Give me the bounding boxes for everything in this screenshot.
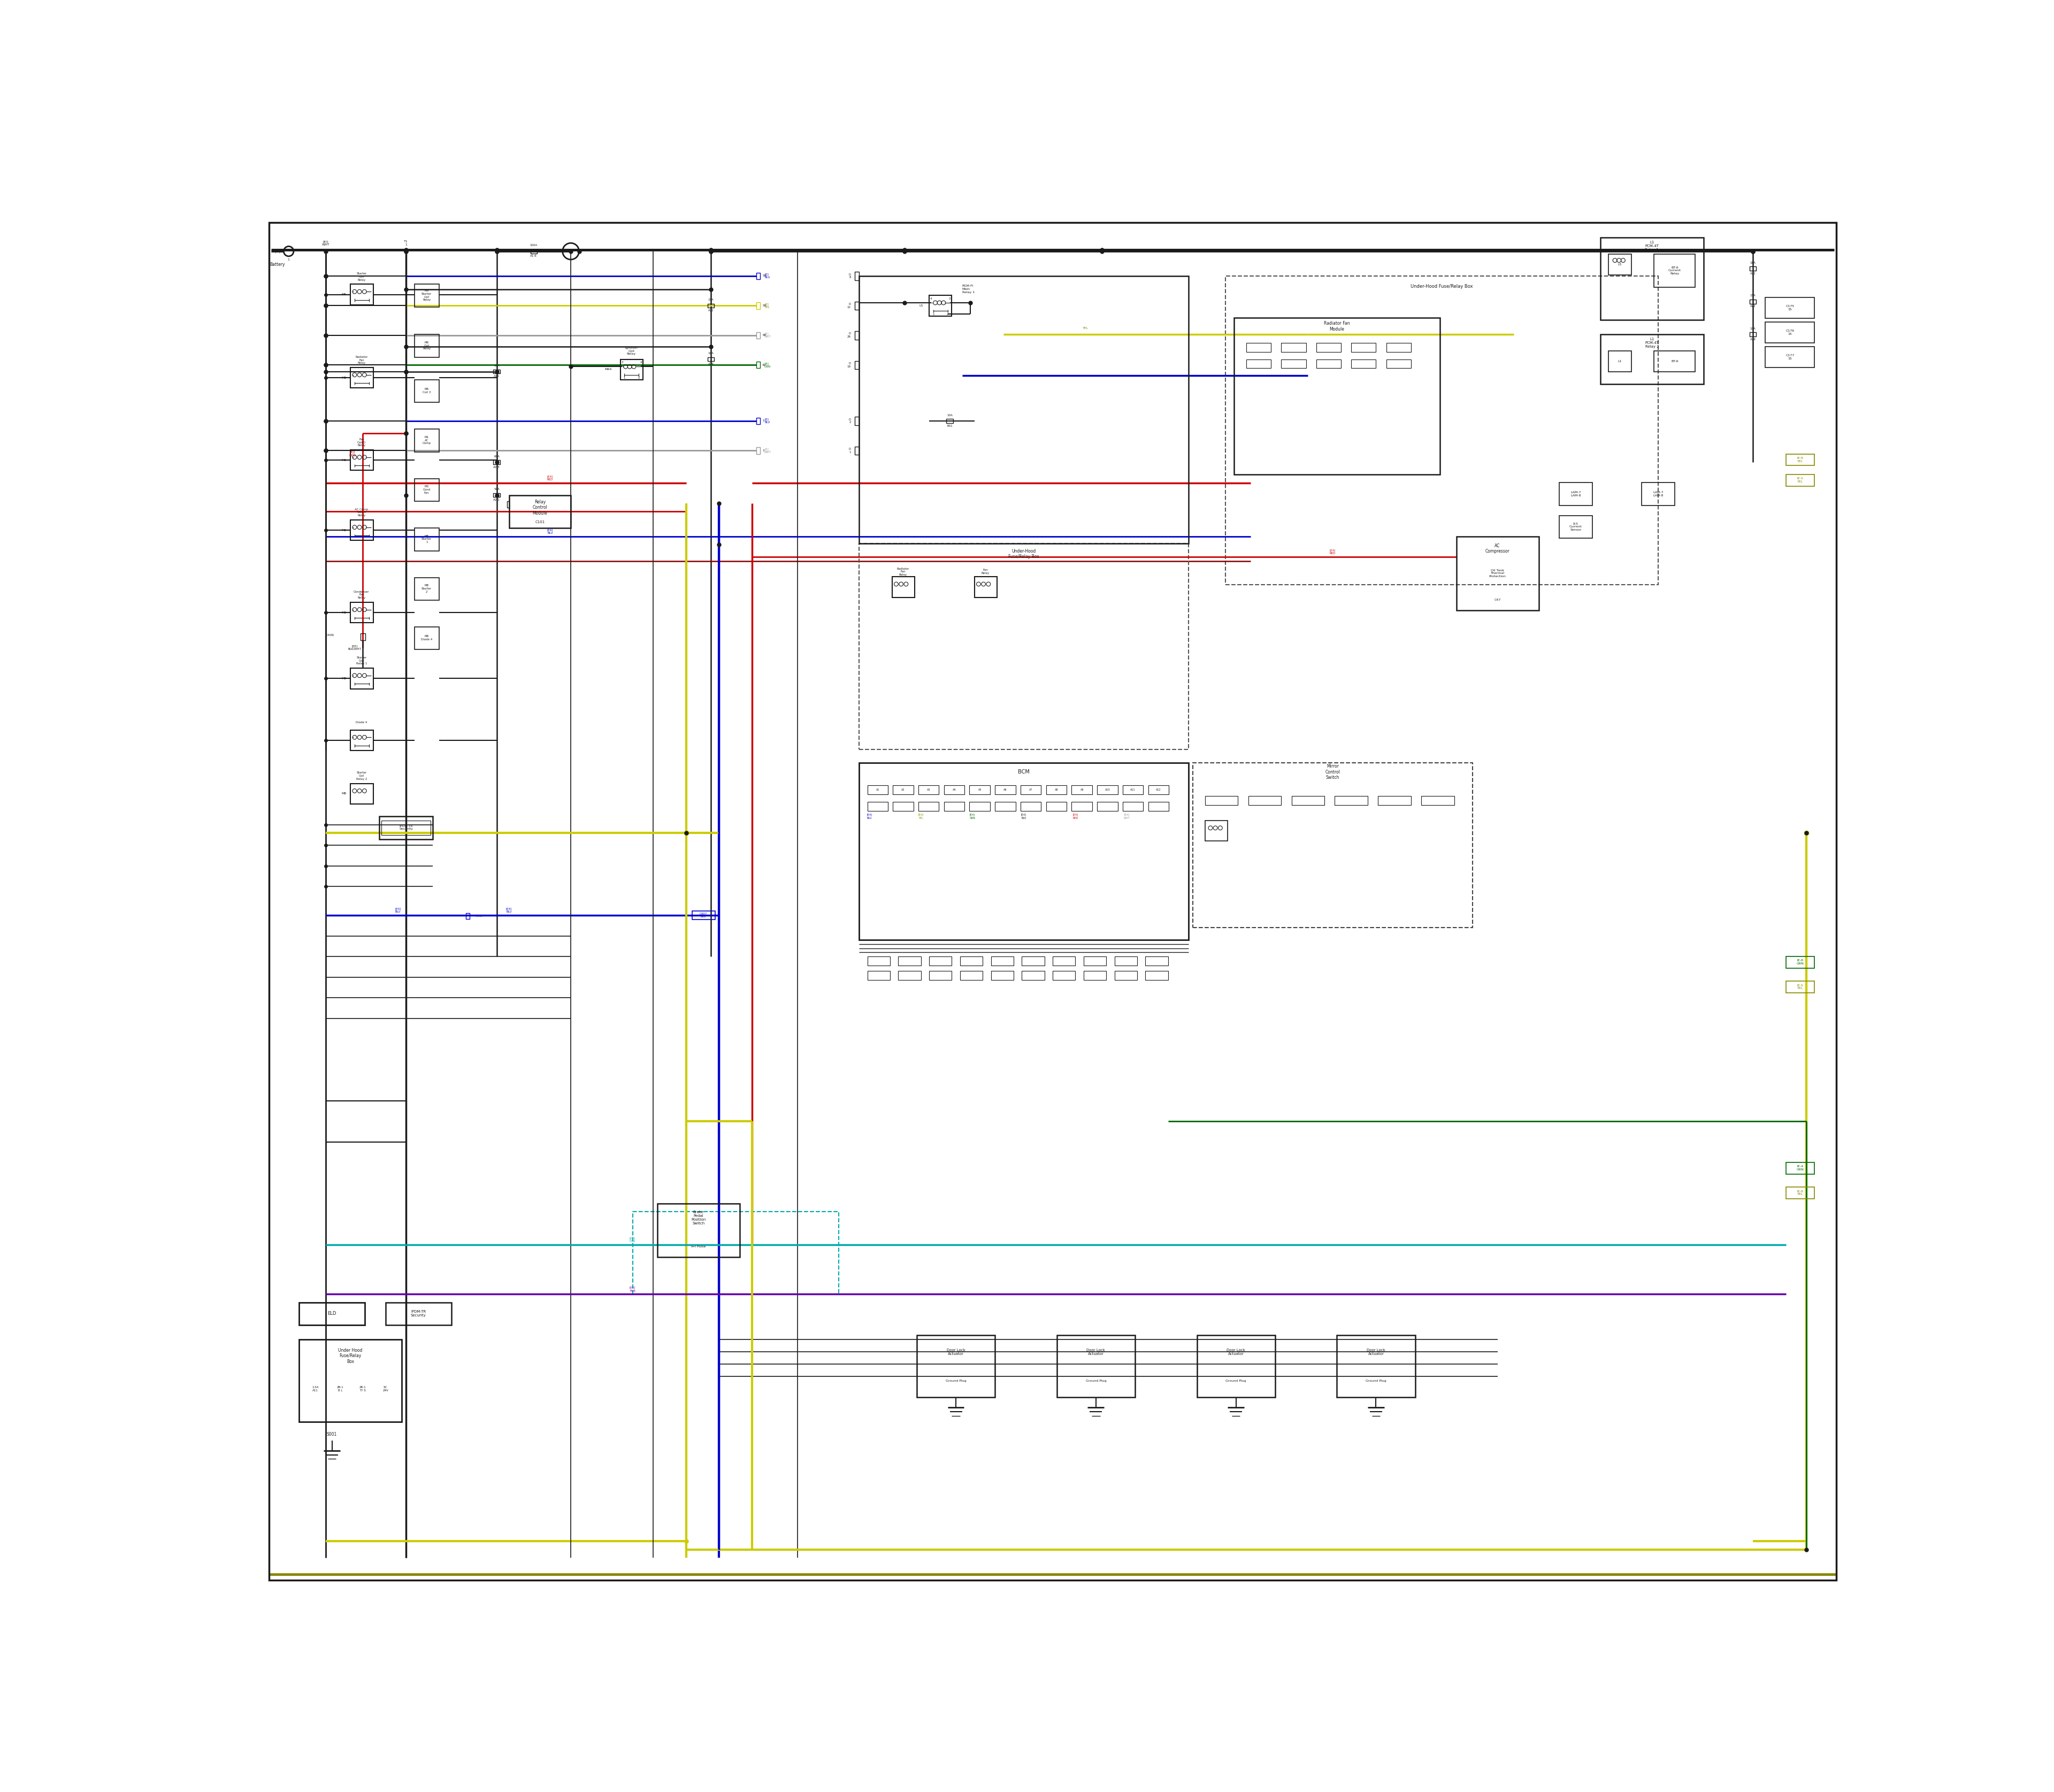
Text: Oil Tank
Thermal
Protection: Oil Tank Thermal Protection — [1489, 568, 1506, 577]
Bar — [1559, 482, 1592, 505]
Text: 15A: 15A — [1750, 294, 1756, 297]
Text: [E4]
BLU: [E4] BLU — [394, 907, 401, 914]
Bar — [1386, 342, 1411, 351]
Bar — [1352, 358, 1376, 369]
Bar — [1021, 971, 1043, 980]
Text: [E]
YEL: [E] YEL — [764, 303, 770, 308]
Text: Under-Hood Fuse/Relay Box: Under-Hood Fuse/Relay Box — [1411, 283, 1473, 289]
Text: Radiator Fan
Module: Radiator Fan Module — [1325, 321, 1349, 332]
Bar — [867, 971, 889, 980]
Text: A3: A3 — [926, 788, 930, 792]
Bar — [1124, 803, 1144, 812]
Bar — [854, 332, 859, 339]
Text: L1
PCM-4T
Relay 1: L1 PCM-4T Relay 1 — [1645, 240, 1660, 251]
Bar — [1764, 297, 1814, 317]
Text: B31: B31 — [947, 425, 953, 426]
Text: 8-5
Current
Sensor: 8-5 Current Sensor — [1569, 523, 1582, 530]
Bar — [415, 627, 440, 649]
Bar — [493, 461, 499, 464]
Bar — [891, 577, 914, 597]
Bar — [380, 817, 433, 839]
Bar — [1764, 348, 1814, 367]
Text: Ground Plug: Ground Plug — [945, 1380, 965, 1382]
Bar — [509, 495, 571, 529]
Bar — [859, 543, 1189, 749]
Bar — [1247, 358, 1271, 369]
Bar — [994, 803, 1015, 812]
Text: D
2: D 2 — [848, 418, 850, 425]
Bar — [1058, 1335, 1136, 1398]
Bar — [1282, 358, 1306, 369]
Text: A22: A22 — [709, 310, 713, 312]
Text: Door Lock
Actuator: Door Lock Actuator — [1087, 1348, 1105, 1355]
Bar — [974, 577, 996, 597]
Text: M8: M8 — [341, 376, 347, 380]
Bar — [1045, 785, 1066, 794]
Bar — [1206, 821, 1228, 840]
Bar — [918, 785, 939, 794]
Text: A12: A12 — [1156, 788, 1161, 792]
Bar — [1148, 803, 1169, 812]
Bar — [990, 957, 1013, 966]
Bar — [1335, 796, 1368, 805]
Text: IE-8
YEL: IE-8 YEL — [1797, 1190, 1803, 1195]
Bar — [898, 957, 920, 966]
Text: L1
PCM-4T
Relay 2: L1 PCM-4T Relay 2 — [1645, 337, 1660, 348]
Text: M8
Starter
1: M8 Starter 1 — [421, 534, 431, 543]
Text: [EI]
WHT: [EI] WHT — [322, 240, 331, 246]
Bar — [867, 803, 887, 812]
Bar — [507, 502, 509, 507]
Bar — [707, 303, 715, 308]
Bar — [351, 783, 374, 805]
Text: A9: A9 — [1080, 788, 1085, 792]
Text: 15A: 15A — [709, 299, 713, 301]
Text: IE-5
YEL: IE-5 YEL — [1797, 984, 1803, 989]
Text: [E]
WHT: [E] WHT — [764, 448, 770, 453]
Bar — [854, 446, 859, 455]
Bar — [1197, 1335, 1276, 1398]
Bar — [1226, 276, 1658, 584]
Text: [E4]
BLU: [E4] BLU — [867, 814, 873, 819]
Text: 100A: 100A — [530, 244, 538, 247]
Bar — [1785, 957, 1814, 968]
Bar — [854, 360, 859, 369]
Text: AC Comp
Clutch
Relay: AC Comp Clutch Relay — [355, 507, 368, 516]
Text: [E]
BLU: [E] BLU — [764, 418, 770, 425]
Text: L5: L5 — [1619, 263, 1623, 265]
Text: Under Hood
Fuse/Relay
Box: Under Hood Fuse/Relay Box — [339, 1348, 364, 1364]
Text: Relay
Control
Module: Relay Control Module — [532, 500, 546, 516]
Bar — [1352, 342, 1376, 351]
Bar — [1247, 342, 1271, 351]
Bar — [859, 276, 1189, 543]
Bar — [1282, 342, 1306, 351]
Text: BCM: BCM — [1019, 769, 1029, 774]
Text: 16A: 16A — [1750, 262, 1756, 263]
Text: [E4]
BLU: [E4] BLU — [546, 529, 553, 534]
Text: Ground Plug: Ground Plug — [1366, 1380, 1386, 1382]
Bar — [1764, 323, 1814, 342]
Bar — [386, 1303, 452, 1324]
Text: C101: C101 — [534, 520, 544, 523]
Text: IPDM-TR
Security: IPDM-TR Security — [398, 824, 413, 830]
Text: [E4]
CYN: [E4] CYN — [631, 1236, 635, 1242]
Text: AC
Compressor: AC Compressor — [1485, 543, 1510, 554]
Bar — [1750, 267, 1756, 271]
Bar — [918, 803, 939, 812]
Text: [E]
WHT: [E] WHT — [764, 333, 770, 339]
Text: [E4]
RED: [E4] RED — [1072, 814, 1078, 819]
Bar — [1785, 475, 1814, 486]
Bar — [1115, 971, 1138, 980]
Text: [E4]
YEL: [E4] YEL — [918, 814, 924, 819]
Bar — [1193, 763, 1473, 928]
Text: D
1: D 1 — [848, 448, 850, 453]
Bar — [1608, 254, 1631, 274]
Text: M8
Diode 4: M8 Diode 4 — [421, 634, 431, 642]
Bar — [756, 303, 760, 308]
Bar — [1148, 785, 1169, 794]
Text: [E4]
WHT: [E4] WHT — [1124, 814, 1130, 819]
Bar — [415, 577, 440, 600]
Bar — [854, 301, 859, 310]
Text: A29: A29 — [709, 362, 713, 366]
Bar — [359, 633, 366, 640]
Text: A10: A10 — [1105, 788, 1109, 792]
